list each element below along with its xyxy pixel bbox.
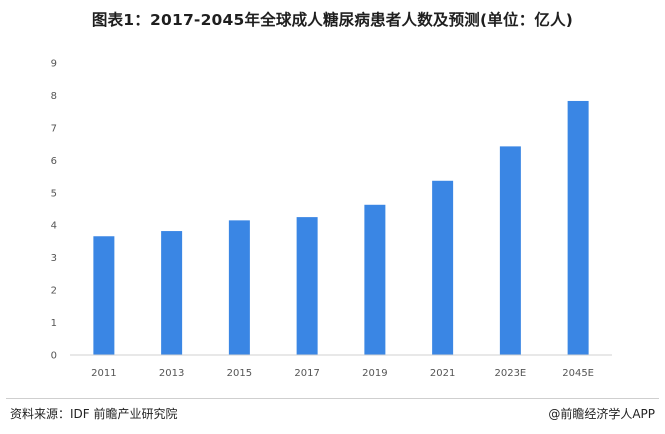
bar-2013 — [161, 231, 183, 355]
y-tick-label: 2 — [51, 286, 57, 297]
credit-note: @前瞻经济学人APP — [548, 407, 655, 421]
x-tick-label: 2013 — [159, 368, 184, 379]
y-axis: 0 1 2 3 4 5 6 7 8 9 — [51, 59, 57, 362]
y-tick-label: 8 — [51, 91, 57, 102]
x-tick-label: 2019 — [362, 368, 387, 379]
x-tick-label: 2015 — [227, 368, 252, 379]
x-tick-label: 2011 — [91, 368, 116, 379]
footer-divider — [6, 398, 659, 399]
bar-2019 — [364, 204, 386, 355]
x-tick-label: 2023E — [494, 368, 526, 379]
bar-2021 — [432, 180, 454, 355]
y-tick-label: 1 — [51, 318, 57, 329]
bar-2015 — [228, 220, 250, 355]
y-tick-label: 7 — [51, 123, 57, 134]
chart-title: 图表1：2017-2045年全球成人糖尿病患者人数及预测(单位：亿人) — [91, 11, 574, 29]
y-tick-label: 9 — [51, 59, 57, 70]
bar-2023E — [499, 146, 521, 355]
bar-2045E — [567, 100, 589, 356]
x-tick-label: 2045E — [562, 368, 594, 379]
y-tick-label: 6 — [51, 156, 57, 167]
source-note: 资料来源：IDF 前瞻产业研究院 — [10, 407, 178, 421]
y-tick-label: 0 — [51, 351, 57, 362]
x-axis: 2011 2013 2015 2017 2019 2021 2023E 2045E — [91, 368, 594, 379]
bar-2011 — [93, 236, 115, 355]
y-tick-label: 5 — [51, 188, 57, 199]
x-tick-label: 2017 — [294, 368, 319, 379]
bar-2017 — [296, 217, 318, 355]
bars — [93, 100, 589, 356]
y-tick-label: 4 — [51, 221, 57, 232]
y-tick-label: 3 — [51, 253, 57, 264]
x-tick-label: 2021 — [430, 368, 455, 379]
